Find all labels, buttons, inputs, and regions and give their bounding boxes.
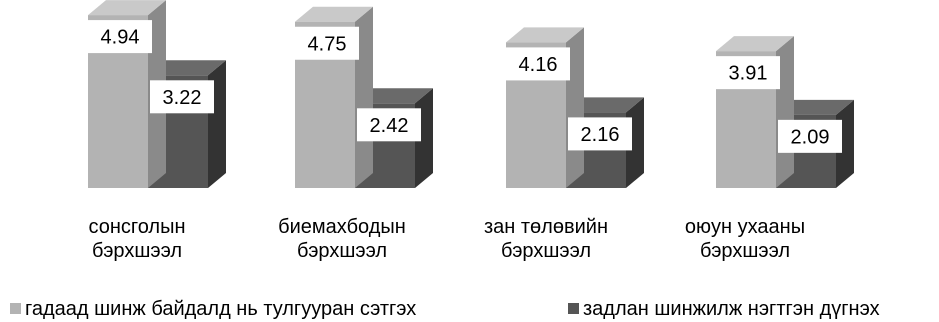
category-label-line: бэрхшээл: [296, 240, 388, 262]
category-label-line: оюун ухааны: [684, 216, 806, 238]
data-label-box: [778, 119, 842, 153]
category-label-intellectual: оюун ухааны бэрхшээл: [655, 215, 835, 263]
bar-side: [355, 6, 373, 188]
data-label: 4.75: [308, 33, 347, 55]
data-label: 2.42: [370, 115, 409, 137]
bar-top: [776, 99, 854, 115]
category-label-line: сонсголын: [88, 216, 186, 238]
legend-swatch-dark: [568, 303, 579, 314]
data-label-box: [295, 26, 359, 60]
data-label-box: [357, 108, 421, 142]
legend-item-series-1: гадаад шинж байдалд нь тулгууран сэтгэх: [10, 298, 416, 322]
category-label-behavioral: зан төлөвийн бэрхшээл: [456, 215, 636, 263]
category-label-line: биемахбодын: [278, 216, 406, 238]
bar-top: [506, 27, 584, 43]
legend-label: гадаад шинж байдалд нь тулгууран сэтгэх: [25, 298, 417, 320]
category-label-line: бэрхшээл: [500, 240, 592, 262]
category-label-line: бэрхшээл: [91, 240, 183, 262]
category-label-line: зан төлөвийн: [484, 216, 608, 238]
legend-label: задлан шинжилж нэгтгэн дүгнэх: [583, 298, 880, 320]
bar-top: [148, 60, 226, 76]
bar-top: [566, 97, 644, 113]
data-label-box: [150, 80, 214, 114]
data-label: 3.22: [163, 87, 202, 109]
legend-swatch-light: [10, 303, 21, 314]
bar-top: [716, 36, 794, 52]
category-label-line: бэрхшээл: [699, 240, 791, 262]
legend-item-series-2: задлан шинжилж нэгтгэн дүгнэх: [568, 298, 880, 322]
data-label: 2.16: [581, 124, 620, 146]
category-label-hearing: сонсголын бэрхшээл: [47, 215, 227, 263]
bar-top: [88, 0, 166, 16]
data-label: 2.09: [791, 126, 830, 148]
data-label-box: [506, 47, 570, 81]
data-label: 4.94: [101, 27, 140, 49]
category-label-physical: биемахбодын бэрхшээл: [252, 215, 432, 263]
bar-side: [208, 60, 226, 188]
bar-top: [355, 88, 433, 104]
data-label: 3.91: [729, 63, 768, 85]
bar-top: [295, 6, 373, 22]
data-label-box: [88, 20, 152, 54]
data-label-box: [716, 56, 780, 90]
data-label-box: [568, 117, 632, 151]
data-label: 4.16: [519, 54, 558, 76]
